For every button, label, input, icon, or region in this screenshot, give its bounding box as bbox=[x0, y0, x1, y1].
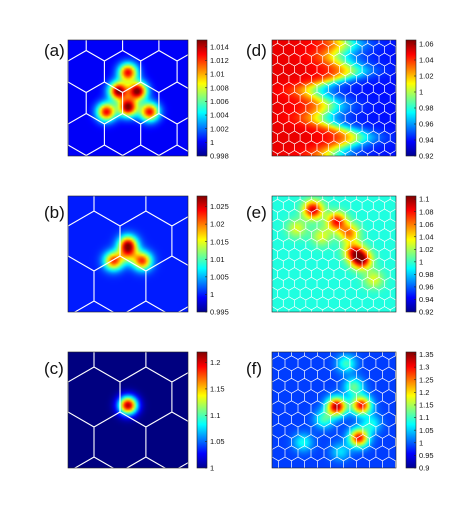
colorbar-tick-label: 1.04 bbox=[419, 56, 434, 65]
colorbar-tick-label: 0.998 bbox=[210, 152, 229, 161]
colorbar-tick-label: 1.06 bbox=[419, 40, 434, 49]
hexagonal-grid-lines bbox=[68, 40, 188, 156]
colorbar-tick-label: 1.01 bbox=[210, 255, 225, 264]
heatmap-image bbox=[68, 352, 188, 468]
colorbar-tick-label: 1.014 bbox=[210, 42, 229, 51]
panel-label: (e) bbox=[246, 203, 267, 222]
panel-e: (e) 1.1 1.08 1.06 1.04 1.02 1 0.98 0.96 0.94 0.92 bbox=[246, 195, 434, 317]
panel-label: (a) bbox=[44, 41, 65, 60]
hexagonal-grid-lines bbox=[68, 196, 188, 312]
grid-layer bbox=[68, 40, 188, 156]
panel-label: (d) bbox=[246, 41, 267, 60]
colorbar-tick-label: 1.1 bbox=[419, 195, 429, 204]
colorbar-tick-label: 1.012 bbox=[210, 56, 229, 65]
colorbar bbox=[196, 39, 208, 157]
colorbar-tick-label: 1.004 bbox=[210, 111, 229, 120]
colorbar-tick-label: 0.94 bbox=[419, 136, 434, 145]
colorbar-tick-label: 0.96 bbox=[419, 283, 434, 292]
grid-layer bbox=[272, 196, 396, 312]
grid-layer bbox=[272, 40, 396, 156]
colorbar-tick-label: 1 bbox=[419, 257, 423, 266]
colorbar-tick-label: 1.02 bbox=[419, 72, 434, 81]
colorbar-tick-label: 1 bbox=[210, 290, 214, 299]
hexagonal-grid-lines bbox=[68, 352, 188, 468]
colorbar-tick-label: 1.08 bbox=[419, 207, 434, 216]
colorbar bbox=[405, 351, 417, 469]
colorbar-tick-label: 1 bbox=[419, 88, 423, 97]
heatmap-image bbox=[68, 196, 188, 312]
hexagonal-grid-lines bbox=[272, 40, 396, 156]
colorbar-tick-label: 1.2 bbox=[419, 388, 429, 397]
colorbar-tick-label: 1 bbox=[210, 138, 214, 147]
colorbar-tick-label: 0.98 bbox=[419, 104, 434, 113]
panel-c: (c) 1.2 1.15 1.1 1.05 1 bbox=[44, 351, 225, 473]
colorbar-tick-label: 0.96 bbox=[419, 120, 434, 129]
colorbar-tick-label: 1.015 bbox=[210, 237, 229, 246]
colorbar-tick-label: 1.05 bbox=[210, 437, 225, 446]
colorbar-tick-label: 1.008 bbox=[210, 83, 229, 92]
panel-label: (c) bbox=[44, 359, 64, 378]
heatmap-image bbox=[68, 40, 188, 156]
colorbar-tick-label: 1.3 bbox=[419, 363, 429, 372]
colorbar-tick-label: 1.1 bbox=[419, 413, 429, 422]
colorbar-tick-label: 1.05 bbox=[419, 426, 434, 435]
colorbar-tick-label: 1 bbox=[210, 464, 214, 473]
colorbar-tick-label: 1.35 bbox=[419, 350, 434, 359]
colorbar-tick-label: 1.006 bbox=[210, 97, 229, 106]
colorbar-tick-label: 1.025 bbox=[210, 202, 229, 211]
panel-label: (f) bbox=[246, 359, 262, 378]
colorbar-tick-label: 1.2 bbox=[210, 358, 220, 367]
plot-frame bbox=[67, 351, 189, 469]
colorbar-tick-label: 1.002 bbox=[210, 124, 229, 133]
grid-layer bbox=[68, 352, 188, 468]
colorbar-tick-label: 0.95 bbox=[419, 451, 434, 460]
plot-frame bbox=[271, 39, 397, 157]
colorbar-tick-label: 0.98 bbox=[419, 270, 434, 279]
colorbar-tick-label: 1.25 bbox=[419, 375, 434, 384]
plot-frame bbox=[271, 351, 397, 469]
hexagonal-grid-lines bbox=[272, 352, 396, 468]
colorbar-tick-label: 0.9 bbox=[419, 464, 429, 473]
colorbar-tick-label: 1.04 bbox=[419, 232, 434, 241]
colorbar bbox=[196, 351, 208, 469]
grid-layer bbox=[272, 352, 396, 468]
grid-layer bbox=[68, 196, 188, 312]
colorbar-tick-label: 1.02 bbox=[419, 245, 434, 254]
colorbar-tick-label: 1.15 bbox=[210, 385, 225, 394]
plot-frame bbox=[271, 195, 397, 313]
colorbar bbox=[405, 195, 417, 313]
panel-label: (b) bbox=[44, 203, 65, 222]
colorbar-tick-label: 0.94 bbox=[419, 295, 434, 304]
panels: (a) 1.014 1.012 1.01 1.008 1.006 1.004 1.002 1 0.… bbox=[44, 39, 434, 473]
colorbar-tick-label: 0.92 bbox=[419, 152, 434, 161]
colorbar bbox=[405, 39, 417, 157]
plot-frame bbox=[67, 39, 189, 157]
colorbar-tick-label: 1.06 bbox=[419, 220, 434, 229]
colorbar-tick-label: 1.01 bbox=[210, 70, 225, 79]
colorbar-tick-label: 0.995 bbox=[210, 308, 229, 317]
colorbar-tick-label: 0.92 bbox=[419, 308, 434, 317]
colorbar-tick-label: 1.1 bbox=[210, 411, 220, 420]
colorbar-tick-label: 1.15 bbox=[419, 401, 434, 410]
panel-a: (a) 1.014 1.012 1.01 1.008 1.006 1.004 1.002 1 0.… bbox=[44, 39, 229, 161]
plot-frame bbox=[67, 195, 189, 313]
panel-f: (f) 1.35 1.3 1.25 1.2 1.15 1.1 1.05 1 0.95 0.9 bbox=[246, 350, 434, 473]
colorbar-tick-label: 1.005 bbox=[210, 272, 229, 281]
colorbar-tick-label: 1.02 bbox=[210, 220, 225, 229]
heatmap-image bbox=[272, 352, 396, 468]
panel-d: (d) 1.06 1.04 1.02 1 0.98 0.96 0.94 0.92 bbox=[246, 39, 434, 161]
panel-b: (b) 1.025 1.02 1.015 1.01 1.005 1 0.995 bbox=[44, 195, 229, 317]
colorbar-tick-label: 1 bbox=[419, 438, 423, 447]
hexagonal-grid-lines bbox=[272, 196, 396, 312]
colorbar bbox=[196, 195, 208, 313]
